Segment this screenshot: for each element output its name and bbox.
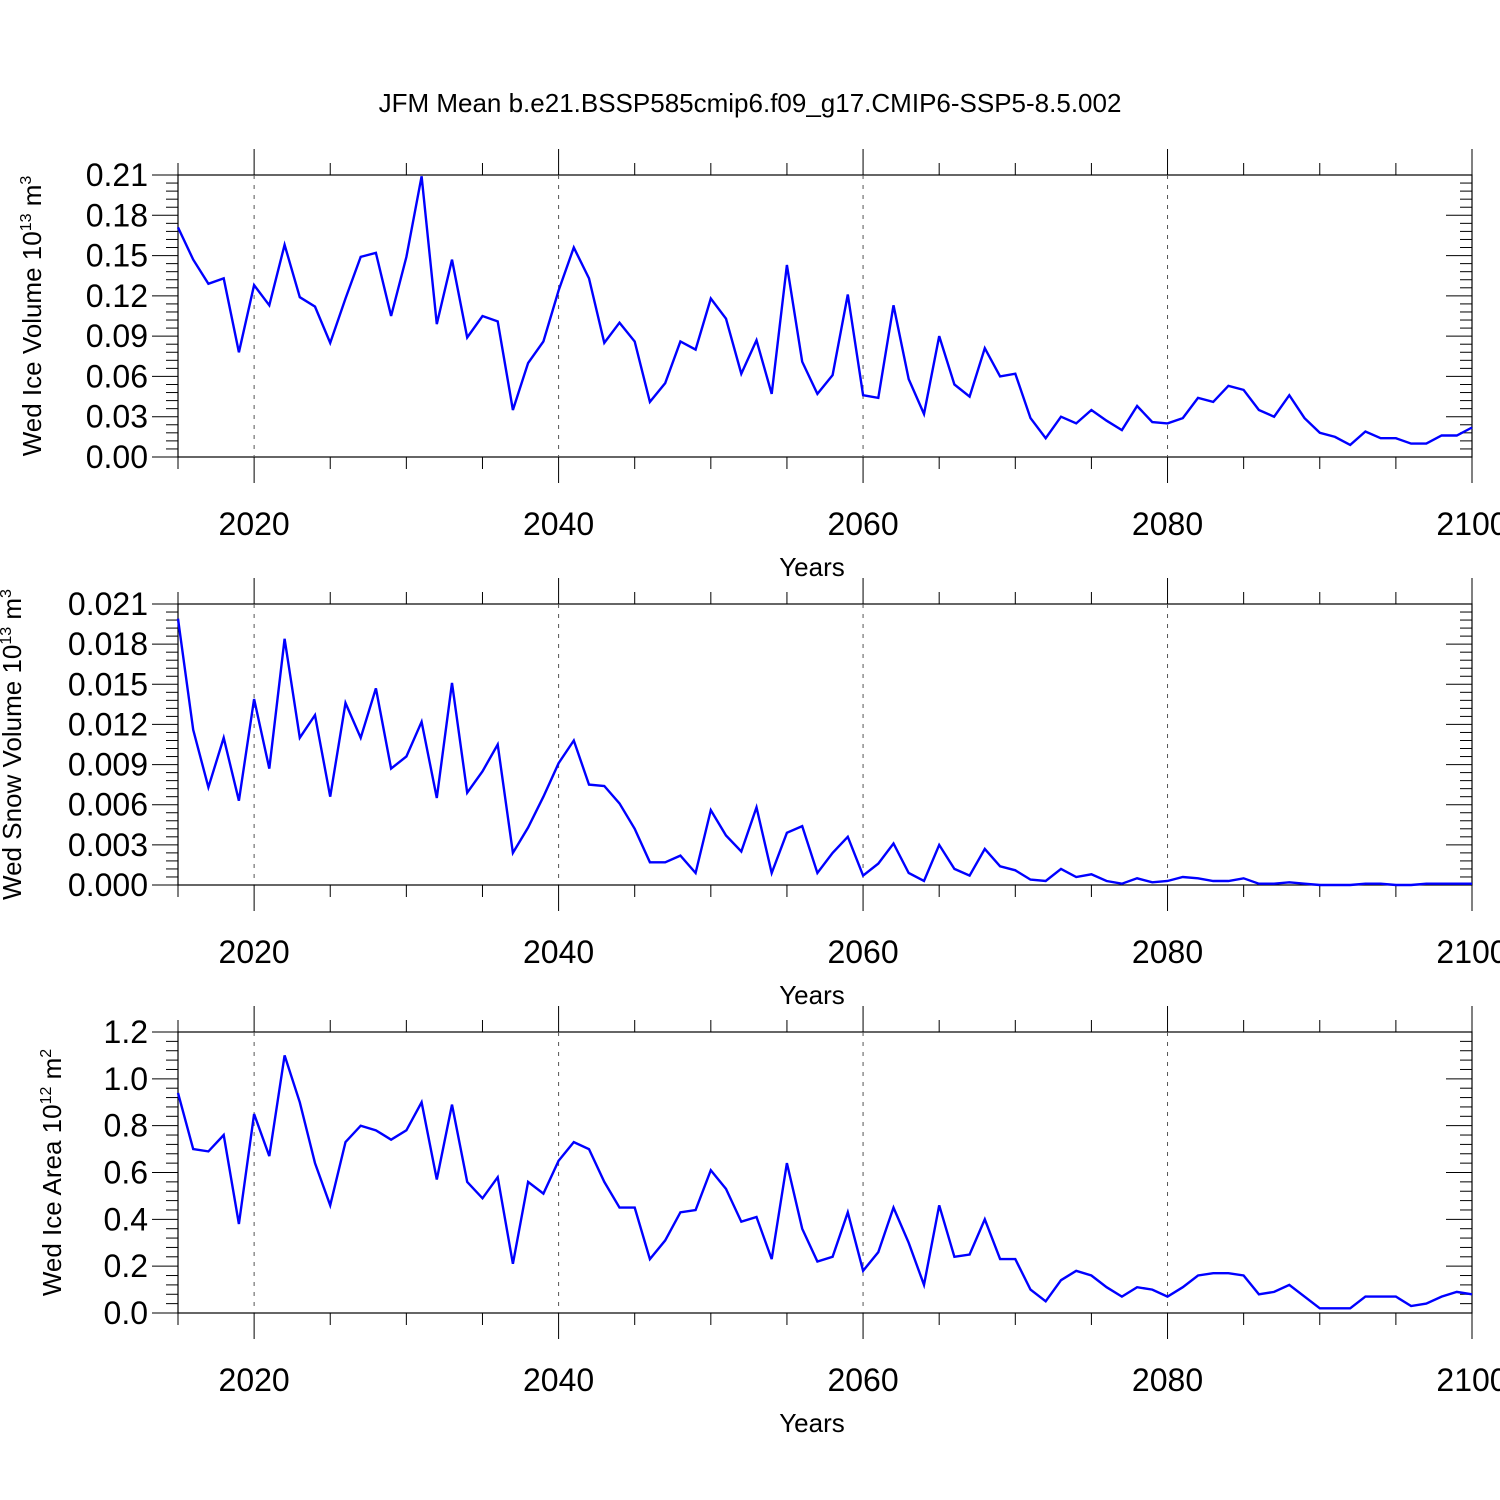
x-tick-label: 2040 [523,934,594,970]
x-tick-label: 2100 [1436,506,1500,542]
y-tick-label: 0.003 [68,827,148,863]
y-axis-label: Wed Snow Volume 1013 m3 [0,589,27,900]
x-tick-label: 2020 [219,1362,290,1398]
x-axis-label: Years [779,980,845,1010]
x-tick-label: 2040 [523,506,594,542]
y-tick-label: 0.6 [104,1155,148,1191]
figure-title: JFM Mean b.e21.BSSP585cmip6.f09_g17.CMIP… [379,88,1122,118]
y-tick-label: 0.8 [104,1108,148,1144]
x-tick-label: 2020 [219,934,290,970]
chart-panel-2: 2020 2040 2060 2080 2100 Years 0.000 0.003 0.006… [0,578,1500,1010]
y-tick-label: 0.009 [68,747,148,783]
y-tick-label: 0.06 [86,358,148,394]
y-tick-label: 1.2 [104,1014,148,1050]
y-tick-label: 0.03 [86,399,148,435]
y-axis-label: Wed Ice Area 1012 m2 [37,1049,67,1296]
series-line [176,1055,1473,1310]
y-tick-label: 1.0 [104,1061,148,1097]
series-line [176,176,1473,447]
y-tick-label: 0.09 [86,318,148,354]
x-tick-label: 2100 [1436,934,1500,970]
y-tick-label: 0.018 [68,626,148,662]
plot-frame [177,174,1473,458]
y-tick-label: 0.006 [68,787,148,823]
chart-panel-3: 2020 2040 2060 2080 2100 Years 0.0 0.2 0.4 0.6 0.8… [37,1006,1500,1438]
x-tick-label: 2080 [1132,934,1203,970]
y-axis-label: Wed Ice Volume 1013 m3 [17,176,47,457]
x-tick-label: 2080 [1132,506,1203,542]
y-tick-label: 0.015 [68,666,148,702]
x-tick-label: 2020 [219,506,290,542]
x-tick-label: 2060 [827,934,898,970]
y-tick-label: 0.21 [86,157,148,193]
y-tick-label: 0.2 [104,1248,148,1284]
x-tick-label: 2100 [1436,1362,1500,1398]
y-tick-label: 0.18 [86,197,148,233]
series-line [176,618,1472,887]
y-tick-label: 0.00 [86,439,148,475]
y-tick-label: 0.0 [104,1295,148,1331]
x-axis-label: Years [779,1408,845,1438]
x-tick-label: 2080 [1132,1362,1203,1398]
x-tick-label: 2060 [827,1362,898,1398]
y-tick-label: 0.000 [68,867,148,903]
plot-frame [177,1031,1473,1314]
y-tick-label: 0.4 [104,1201,148,1237]
chart-panel-1: 2020 2040 2060 2080 2100 Years 0.00 0.03 0.06 0.0… [17,149,1500,582]
y-tick-label: 0.15 [86,238,148,274]
x-tick-label: 2040 [523,1362,594,1398]
y-tick-label: 0.12 [86,278,148,314]
y-tick-label: 0.012 [68,706,148,742]
x-tick-label: 2060 [827,506,898,542]
plot-frame [177,603,1473,886]
x-axis-label: Years [779,552,845,582]
y-tick-label: 0.021 [68,586,148,622]
